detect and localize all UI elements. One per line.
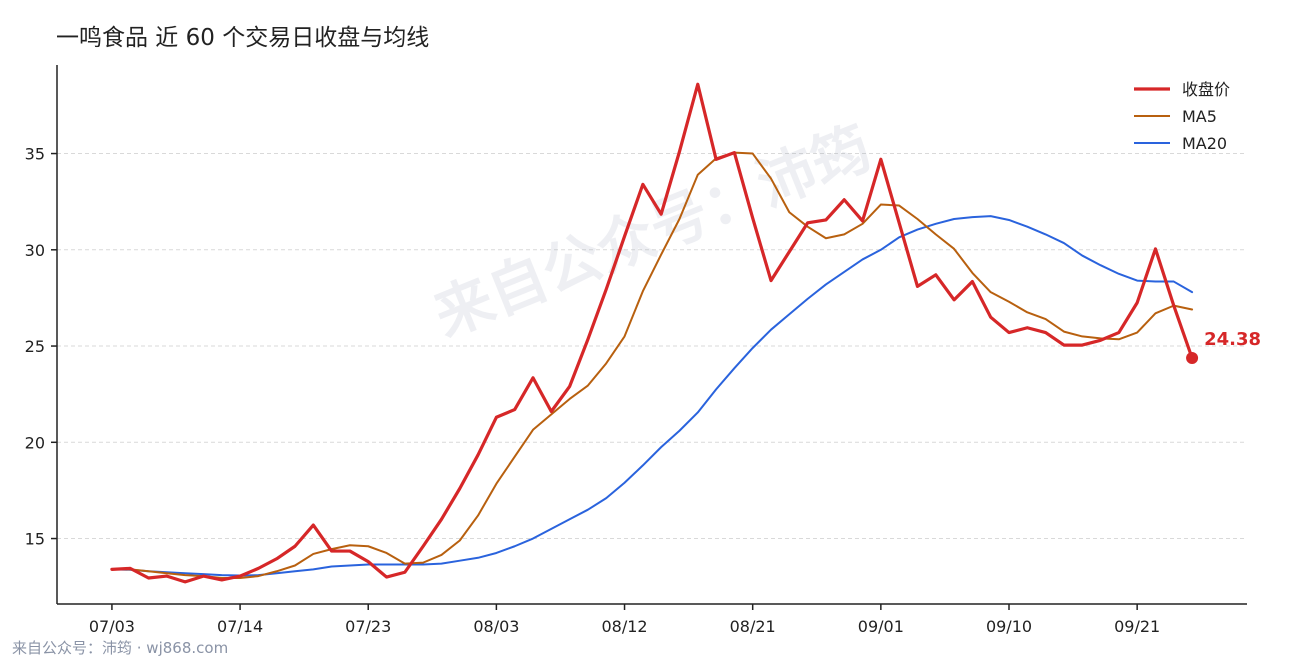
legend-label: MA5 — [1182, 107, 1217, 126]
legend-label: MA20 — [1182, 134, 1227, 153]
y-tick-label: 35 — [25, 145, 45, 164]
x-tick-label: 08/03 — [473, 617, 519, 636]
series-lines: 24.38 — [110, 82, 1261, 584]
y-tick-label: 25 — [25, 337, 45, 356]
series-line-close — [110, 82, 1194, 584]
y-tick-label: 30 — [25, 241, 45, 260]
x-tick-label: 08/21 — [730, 617, 776, 636]
footer-credit: 来自公众号：沛筠 · wj868.com — [12, 639, 228, 657]
x-tick-label: 09/21 — [1114, 617, 1160, 636]
last-point-label: 24.38 — [1204, 329, 1261, 350]
x-tick-label: 08/12 — [601, 617, 647, 636]
x-tick-label: 07/23 — [345, 617, 391, 636]
y-tick-label: 20 — [25, 433, 45, 452]
x-tick-label: 07/14 — [217, 617, 263, 636]
grid-lines — [57, 153, 1247, 540]
series-line-ma5 — [110, 151, 1194, 580]
last-point-marker — [1186, 351, 1199, 364]
legend-label: 收盘价 — [1182, 80, 1230, 99]
chart-title: 一鸣食品 近 60 个交易日收盘与均线 — [56, 25, 429, 51]
x-tick-label: 09/10 — [986, 617, 1032, 636]
x-tick-label: 09/01 — [858, 617, 904, 636]
legend: 收盘价 MA5 MA20 — [1134, 80, 1230, 153]
axes: 15 20 25 30 35 07/03 07/14 07/23 08/03 08/12 08/21… — [25, 65, 1247, 636]
y-tick-label: 15 — [25, 530, 45, 549]
watermark: 来自公众号：沛筠 — [425, 113, 881, 350]
series-line-ma20 — [110, 215, 1194, 577]
x-tick-label: 07/03 — [89, 617, 135, 636]
